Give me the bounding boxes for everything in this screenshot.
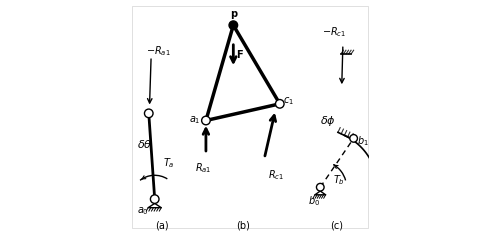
Circle shape [150,195,159,203]
Text: $\delta\theta$: $\delta\theta$ [137,138,152,150]
Text: (b): (b) [236,220,250,230]
Text: (c): (c) [330,220,344,230]
Text: F: F [236,50,243,60]
Circle shape [144,109,153,118]
Text: (a): (a) [155,220,168,230]
Circle shape [229,21,237,29]
Text: $b_1$: $b_1$ [357,134,369,148]
Text: $\delta\phi$: $\delta\phi$ [320,114,336,127]
Text: $a_1$: $a_1$ [189,115,200,126]
Text: p: p [230,8,237,19]
Circle shape [276,100,284,108]
Circle shape [350,134,358,142]
Text: $-R_{c1}$: $-R_{c1}$ [322,26,346,39]
Text: $T_a$: $T_a$ [163,156,174,170]
Circle shape [316,183,324,191]
Text: $R_{a1}$: $R_{a1}$ [196,161,212,175]
Text: $R_{c1}$: $R_{c1}$ [268,168,284,182]
Text: $a_0$: $a_0$ [137,205,148,217]
Text: $c_1$: $c_1$ [282,95,294,107]
Circle shape [202,116,210,125]
Text: $T_b$: $T_b$ [334,173,345,187]
Text: $b_0$: $b_0$ [308,194,320,208]
Text: $-R_{a1}$: $-R_{a1}$ [146,45,171,58]
